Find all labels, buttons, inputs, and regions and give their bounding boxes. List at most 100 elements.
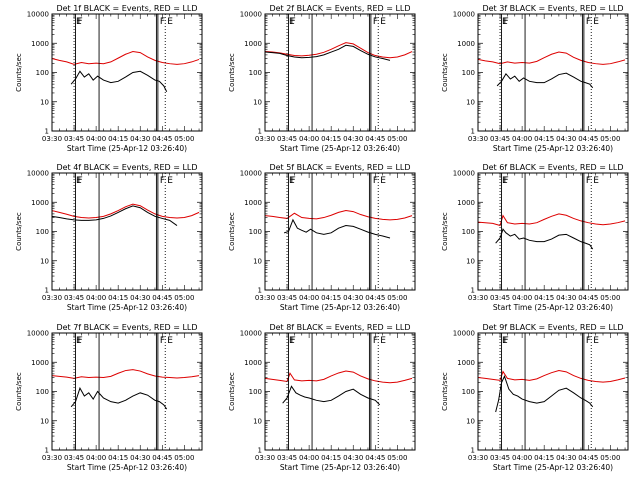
marker-label-e: E [593, 176, 599, 186]
chart-panel-8: Det 8f BLACK = Events, RED = LLD Counts/s… [228, 323, 416, 472]
marker-label-e: E [76, 176, 82, 186]
y-tick-label: 1000 [457, 359, 475, 367]
x-tick-label: 03:30 [255, 454, 275, 462]
x-tick-label: 05:00 [174, 294, 194, 302]
series-events-line [496, 72, 594, 89]
y-tick-label: 1000 [31, 40, 49, 48]
chart-panel-3: Det 3f BLACK = Events, RED = LLD Counts/s… [441, 4, 629, 153]
y-tick-label: 100 [462, 388, 475, 396]
x-tick-label: 05:00 [174, 454, 194, 462]
marker-label-e: E [380, 336, 386, 346]
marker-label-f: F [78, 176, 83, 186]
x-tick-label: 04:15 [321, 294, 341, 302]
plot-frame [264, 172, 416, 291]
chart-panel-2: Det 2f BLACK = Events, RED = LLD Counts/s… [228, 4, 416, 153]
plot-frame [477, 172, 629, 291]
panel-title: Det 1f BLACK = Events, RED = LLD [56, 4, 197, 13]
marker-label-e: E [502, 336, 508, 346]
series-events-line [70, 386, 168, 410]
x-tick-label: 05:00 [600, 294, 620, 302]
x-tick-label: 05:00 [600, 135, 620, 143]
x-tick-label: 04:15 [534, 294, 554, 302]
marker-label-e: E [502, 17, 508, 27]
x-tick-label: 04:45 [578, 454, 598, 462]
marker-label-f: F [78, 17, 83, 27]
plot-frame [264, 13, 416, 132]
y-tick-label: 10 [40, 98, 49, 106]
x-tick-label: 04:30 [343, 454, 363, 462]
x-tick-label: 03:45 [64, 294, 84, 302]
x-tick-label: 05:00 [387, 294, 407, 302]
marker-label-e: E [76, 336, 82, 346]
y-tick-label: 1 [258, 287, 262, 295]
panel-title: Det 6f BLACK = Events, RED = LLD [482, 163, 623, 172]
y-tick-label: 1 [471, 287, 475, 295]
marker-label-e: E [289, 336, 295, 346]
x-tick-label: 03:30 [468, 294, 488, 302]
marker-label-e: E [289, 176, 295, 186]
panel-title: Det 4f BLACK = Events, RED = LLD [56, 163, 197, 172]
y-tick-label: 10000 [453, 11, 475, 19]
x-tick-label: 04:15 [108, 454, 128, 462]
x-axis-label: Start Time (25-Apr-12 03:26:40) [493, 303, 613, 312]
x-tick-label: 04:45 [152, 454, 172, 462]
y-tick-label: 10000 [453, 170, 475, 178]
marker-label-f: F [504, 176, 509, 186]
x-axis-label: Start Time (25-Apr-12 03:26:40) [280, 303, 400, 312]
series-events-line [70, 70, 168, 92]
x-tick-label: 04:30 [556, 294, 576, 302]
y-tick-label: 1000 [457, 40, 475, 48]
x-axis-label: Start Time (25-Apr-12 03:26:40) [493, 463, 613, 472]
marker-label-f: F [373, 336, 378, 346]
x-tick-label: 04:00 [512, 454, 532, 462]
y-tick-label: 100 [462, 69, 475, 77]
x-tick-label: 04:30 [343, 135, 363, 143]
y-axis-label: Counts/sec [228, 372, 236, 411]
y-tick-label: 10 [466, 417, 475, 425]
plot-frame [51, 13, 203, 132]
y-tick-label: 1 [258, 128, 262, 136]
marker-label-f: F [373, 17, 378, 27]
x-tick-label: 04:45 [152, 135, 172, 143]
marker-label-e: E [167, 176, 173, 186]
marker-label-f: F [504, 17, 509, 27]
y-tick-label: 100 [249, 388, 262, 396]
x-tick-label: 04:45 [152, 294, 172, 302]
y-tick-label: 1000 [31, 359, 49, 367]
x-tick-label: 03:30 [42, 135, 62, 143]
y-tick-label: 1000 [244, 359, 262, 367]
marker-label-e: E [76, 17, 82, 27]
chart-panel-1: Det 1f BLACK = Events, RED = LLD Counts/s… [15, 4, 203, 153]
x-axis-label: Start Time (25-Apr-12 03:26:40) [67, 303, 187, 312]
y-tick-label: 10000 [453, 330, 475, 338]
y-tick-label: 1000 [244, 40, 262, 48]
x-tick-label: 04:30 [343, 294, 363, 302]
x-tick-label: 04:30 [130, 135, 150, 143]
y-tick-label: 10000 [240, 170, 262, 178]
x-tick-label: 04:15 [534, 454, 554, 462]
series-events-line [495, 228, 594, 250]
y-tick-label: 100 [249, 228, 262, 236]
marker-label-f: F [586, 17, 591, 27]
x-tick-label: 04:00 [299, 454, 319, 462]
panel-title: Det 7f BLACK = Events, RED = LLD [56, 323, 197, 332]
x-tick-label: 03:30 [42, 294, 62, 302]
marker-label-e: E [380, 176, 386, 186]
series-lld-line [264, 210, 413, 221]
plot-frame [264, 332, 416, 451]
x-tick-label: 05:00 [387, 454, 407, 462]
y-tick-label: 10 [253, 257, 262, 265]
x-axis-label: Start Time (25-Apr-12 03:26:40) [493, 144, 613, 153]
x-tick-label: 03:45 [64, 454, 84, 462]
x-tick-label: 03:45 [490, 294, 510, 302]
x-tick-label: 04:45 [365, 135, 385, 143]
y-tick-label: 1000 [457, 199, 475, 207]
series-lld-line [51, 203, 200, 219]
y-tick-label: 10 [40, 417, 49, 425]
chart-panel-6: Det 6f BLACK = Events, RED = LLD Counts/s… [441, 163, 629, 312]
y-tick-label: 1000 [244, 199, 262, 207]
y-tick-label: 10000 [27, 11, 49, 19]
x-tick-label: 04:30 [556, 135, 576, 143]
marker-label-f: F [291, 17, 296, 27]
x-tick-label: 04:45 [365, 294, 385, 302]
